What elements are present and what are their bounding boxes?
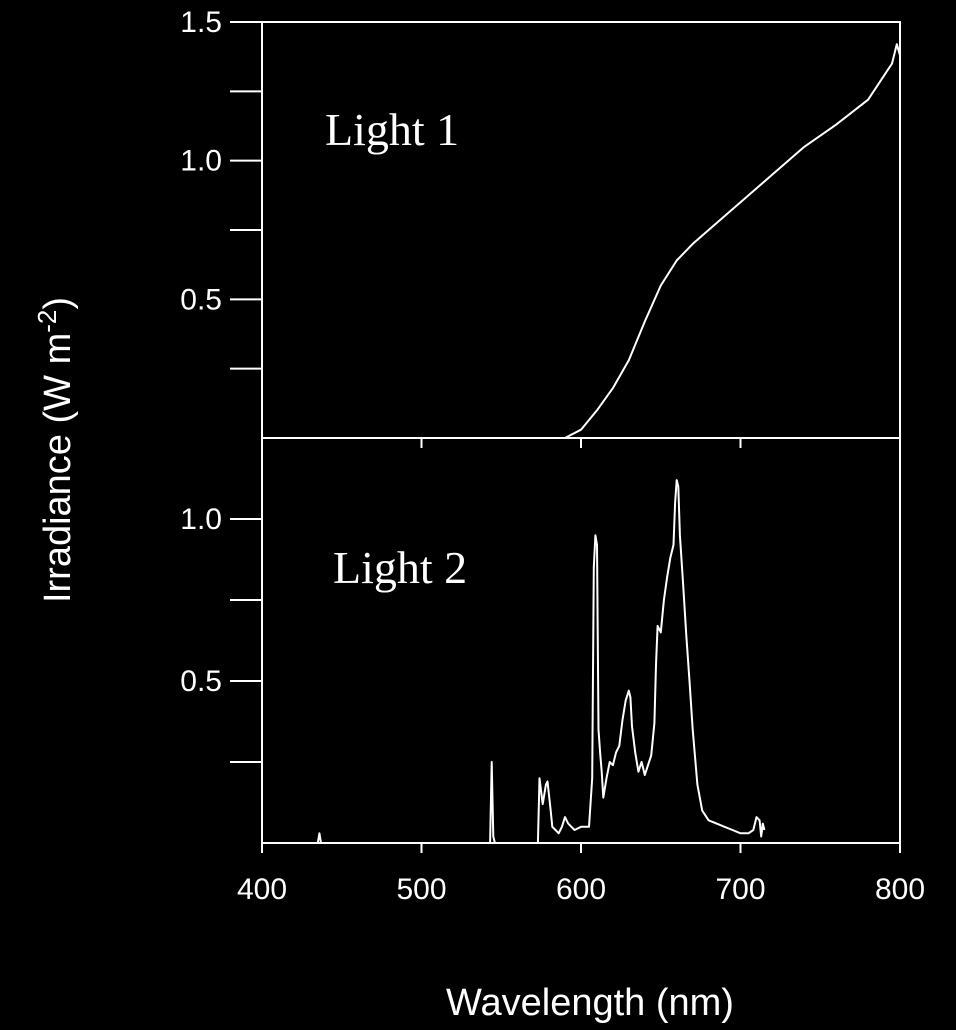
x-tick-label: 700: [715, 873, 765, 906]
x-tick-label: 800: [875, 873, 925, 906]
panel-label: Light 1: [325, 104, 459, 155]
panel-light-2: 0.5 1.0 400 500 600 700 800 Light 2: [180, 437, 925, 906]
x-tick-label: 500: [396, 873, 446, 906]
y-tick-label: 0.5: [180, 283, 222, 316]
panel-light-1: 0.5 1.0 1.5 Light 1: [180, 6, 901, 448]
plot-frame: [261, 437, 901, 844]
panel-label: Light 2: [333, 542, 467, 593]
y-tick-label: 1.0: [180, 503, 222, 536]
y-axis-title: Irradiance (W m-2): [32, 297, 79, 603]
x-tick-label: 600: [556, 873, 606, 906]
x-tick-label: 400: [237, 873, 287, 906]
y-tick-label: 1.0: [180, 145, 222, 178]
y-tick-label: 1.5: [180, 6, 222, 39]
series-line: [262, 479, 766, 844]
series-line: [262, 43, 901, 439]
plot-frame: [261, 21, 901, 439]
y-tick-label: 0.5: [180, 665, 222, 698]
x-axis-title: Wavelength (nm): [446, 982, 734, 1024]
axis-titles: Wavelength (nm) Irradiance (W m-2): [32, 297, 734, 1024]
